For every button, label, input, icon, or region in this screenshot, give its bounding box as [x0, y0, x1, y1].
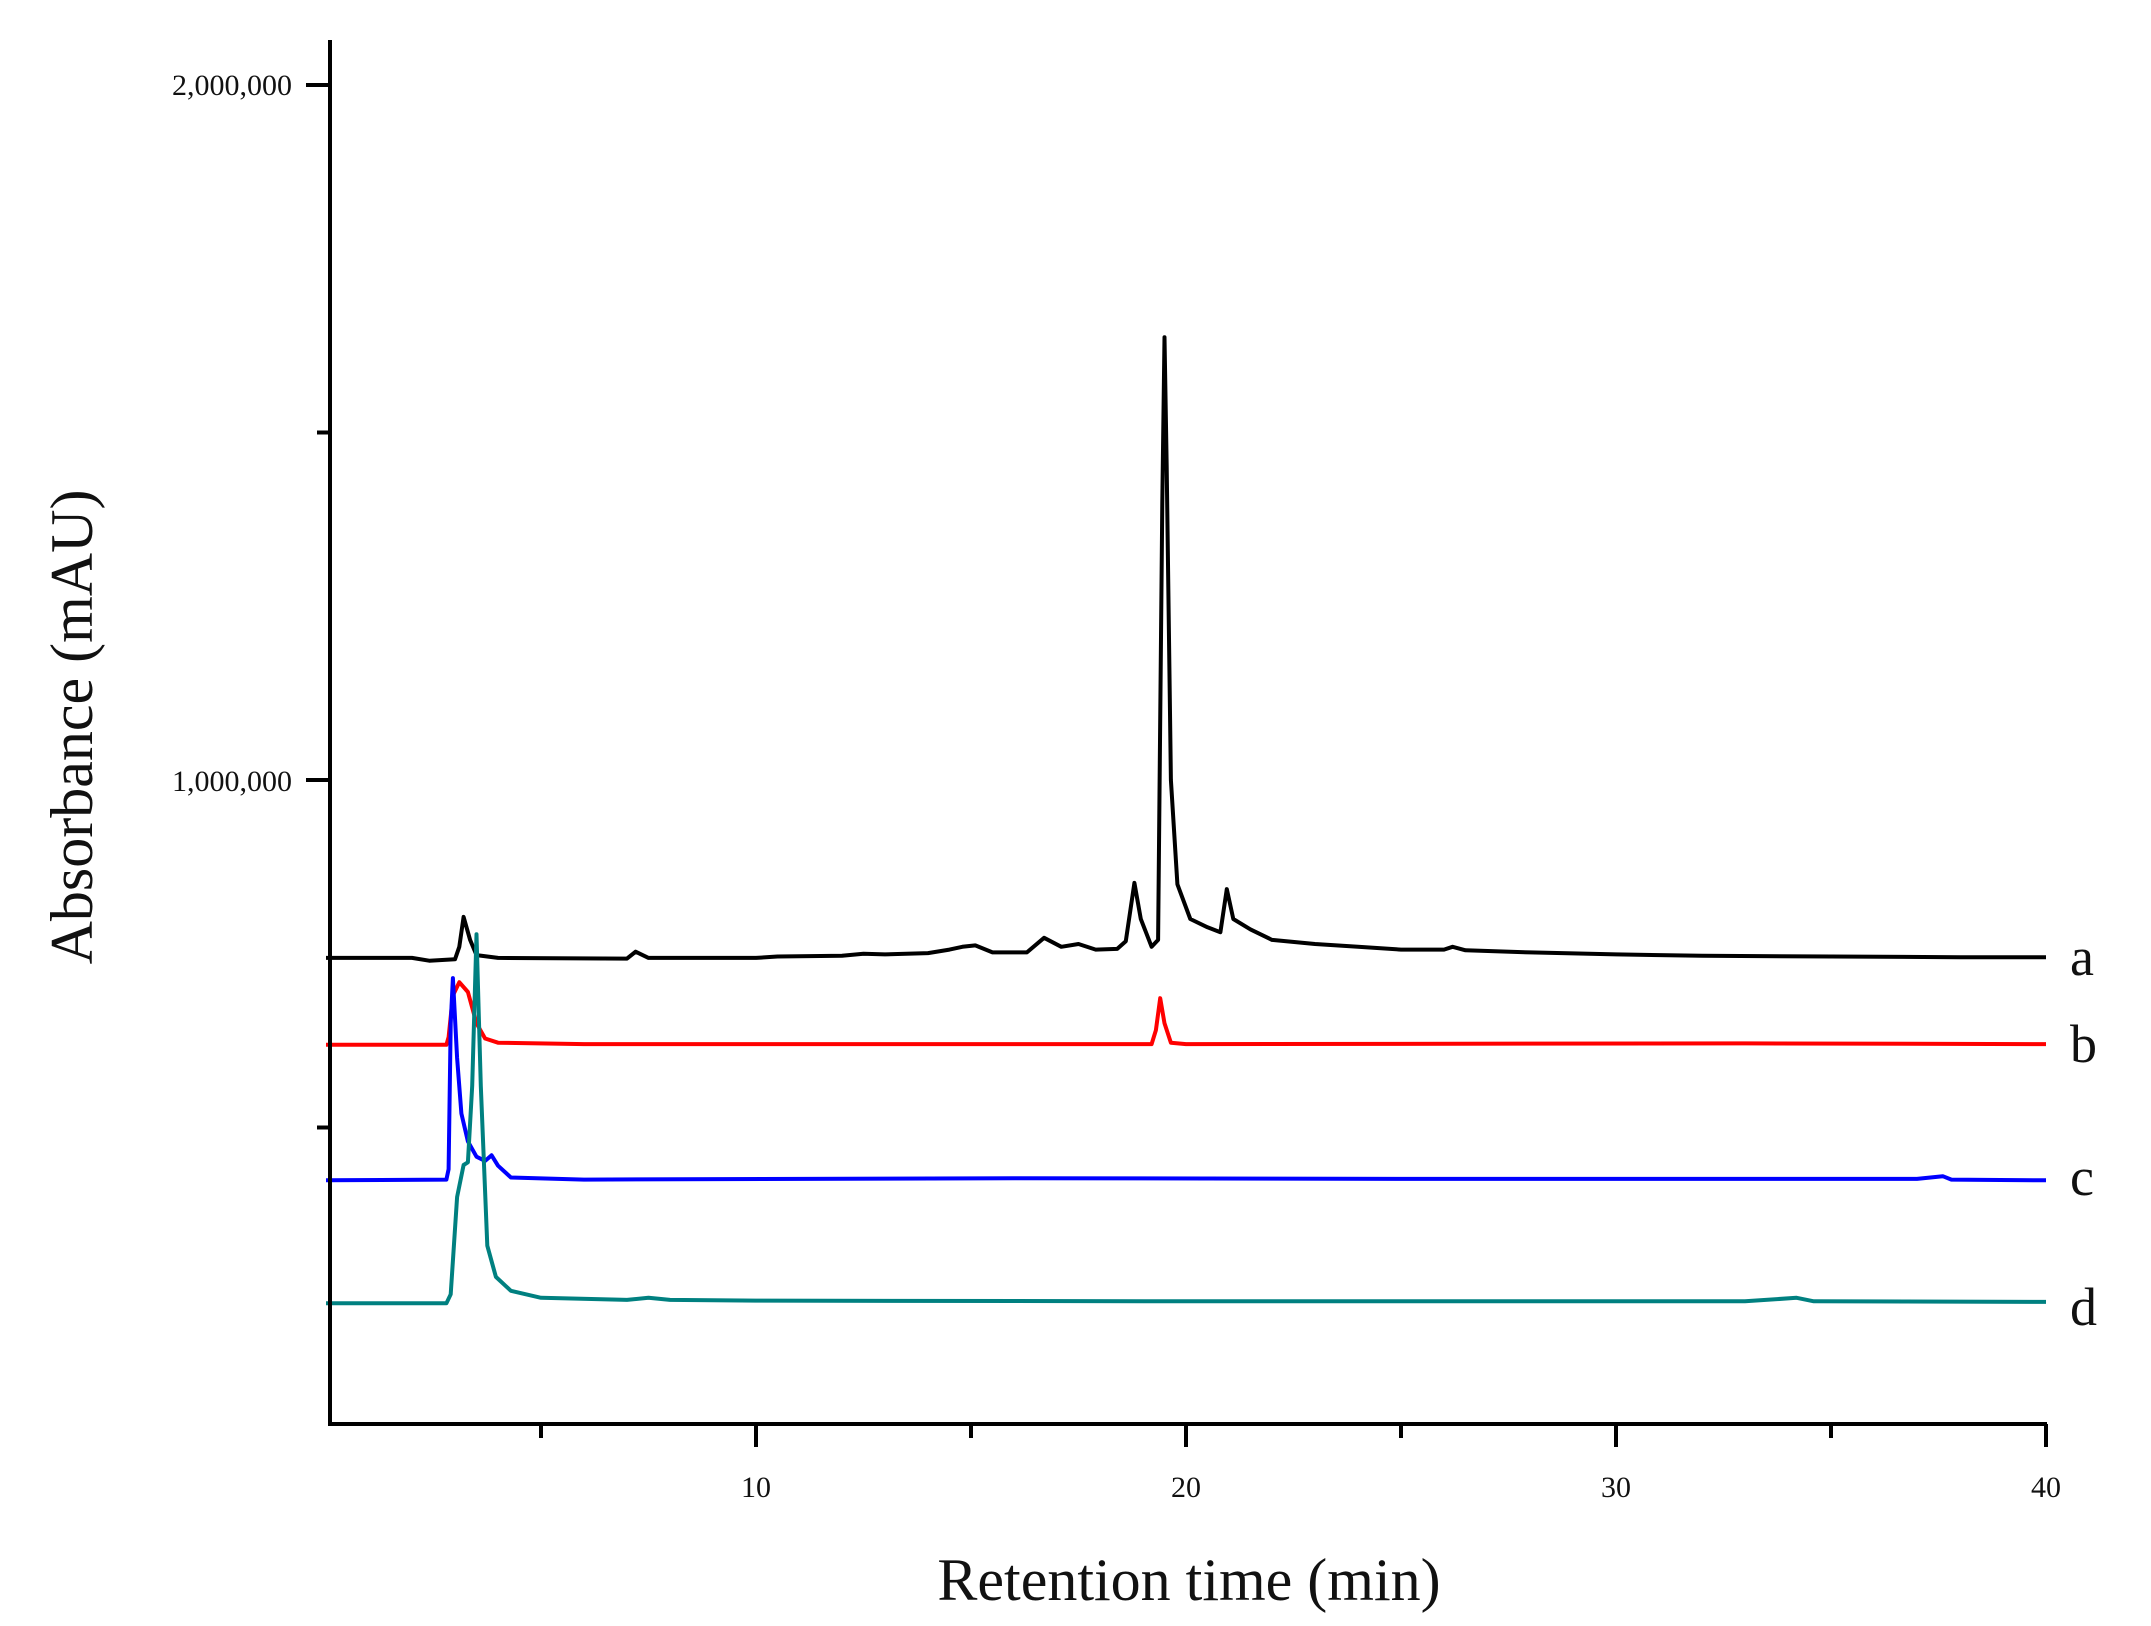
- y-axis-title: Absorbance (mAU): [39, 490, 105, 965]
- y-axis-ticks: [306, 83, 330, 1130]
- trace-c: [325, 976, 2047, 1183]
- trace-b: [326, 980, 2047, 1047]
- series-label-d: d: [2070, 1277, 2097, 1337]
- y-tick-label-1000000: 1,000,000: [172, 765, 292, 798]
- y-tick-label-2000000: 2,000,000: [172, 69, 292, 102]
- series-label-b: b: [2070, 1014, 2097, 1074]
- x-tick-label-40: 40: [2031, 1471, 2061, 1504]
- trace-lines: [325, 335, 2047, 1306]
- x-tick-label-30: 30: [1601, 1471, 1631, 1504]
- x-tick-label-10: 10: [741, 1471, 771, 1504]
- series-label-a: a: [2070, 927, 2094, 987]
- x-axis-ticks: [539, 1424, 2048, 1447]
- trace-a: [326, 335, 2046, 963]
- trace-d: [326, 932, 2047, 1306]
- series-label-c: c: [2070, 1147, 2094, 1207]
- x-tick-label-20: 20: [1171, 1471, 1201, 1504]
- x-axis-title: Retention time (min): [937, 1547, 1440, 1613]
